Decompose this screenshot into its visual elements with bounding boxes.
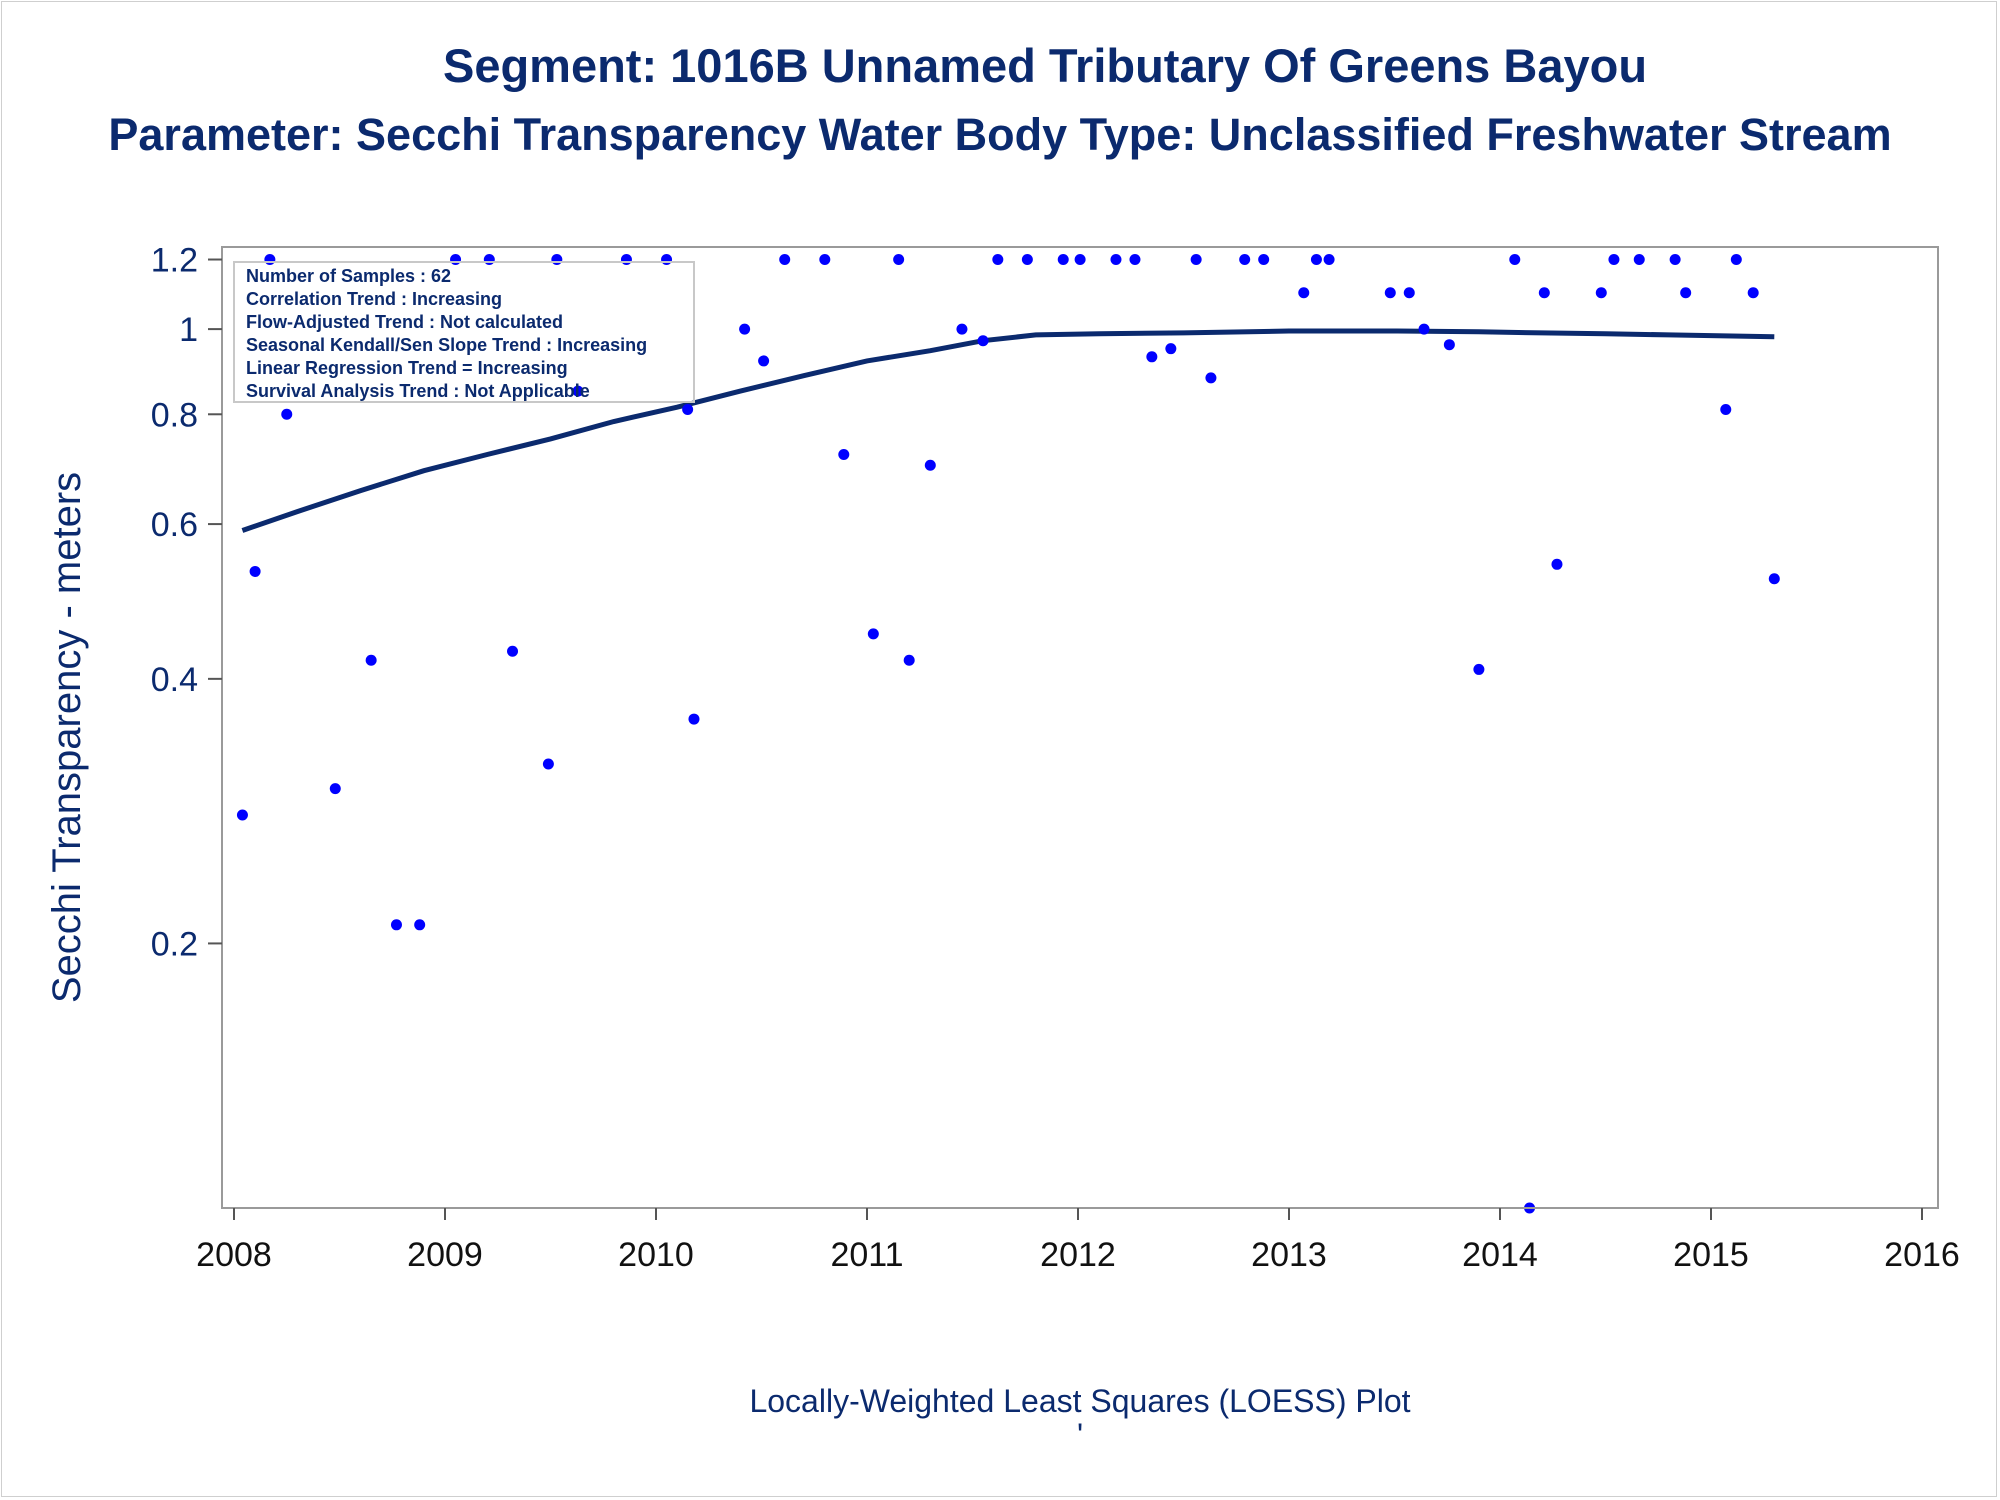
data-point bbox=[1190, 254, 1202, 266]
data-point bbox=[924, 459, 936, 471]
data-point bbox=[264, 254, 276, 266]
data-point bbox=[1129, 254, 1141, 266]
stats-line: Linear Regression Trend = Increasing bbox=[246, 358, 568, 378]
data-point bbox=[507, 645, 519, 657]
data-point bbox=[1730, 254, 1742, 266]
data-point bbox=[483, 254, 495, 266]
stats-line: Flow-Adjusted Trend : Not calculated bbox=[246, 312, 563, 332]
data-point bbox=[867, 628, 879, 640]
data-point bbox=[236, 809, 248, 821]
y-axis-title: Secchi Transparency - meters bbox=[45, 472, 89, 1003]
data-point bbox=[1074, 254, 1086, 266]
loess-line bbox=[241, 328, 1775, 533]
y-tick-label: 0.2 bbox=[151, 925, 198, 963]
data-point bbox=[819, 254, 831, 266]
data-point bbox=[1633, 254, 1645, 266]
data-point bbox=[390, 919, 402, 931]
stats-line: Correlation Trend : Increasing bbox=[246, 289, 502, 309]
y-tick-label: 0.4 bbox=[151, 661, 198, 699]
data-point bbox=[661, 254, 673, 266]
x-tick-label: 2013 bbox=[1251, 1236, 1327, 1274]
data-point bbox=[1747, 287, 1759, 299]
data-point bbox=[1239, 254, 1251, 266]
x-tick-label: 2010 bbox=[618, 1236, 694, 1274]
data-point bbox=[1768, 573, 1780, 585]
data-point bbox=[779, 254, 791, 266]
x-tick-label: 2012 bbox=[1040, 1236, 1116, 1274]
data-point bbox=[281, 408, 293, 420]
data-point bbox=[620, 254, 632, 266]
data-point bbox=[1538, 287, 1550, 299]
chart-title: Segment: 1016B Unnamed Tributary Of Gree… bbox=[442, 39, 1648, 92]
data-point bbox=[1669, 254, 1681, 266]
footnote: Locally-Weighted Least Squares (LOESS) P… bbox=[749, 1383, 1410, 1419]
data-point bbox=[682, 404, 694, 416]
y-tick-label: 0.6 bbox=[151, 506, 198, 544]
y-tick-label: 0.8 bbox=[151, 396, 198, 434]
data-point bbox=[1473, 663, 1485, 675]
data-point bbox=[1608, 254, 1620, 266]
data-point bbox=[1310, 254, 1322, 266]
data-point bbox=[977, 335, 989, 347]
stats-box bbox=[233, 261, 695, 403]
y-tick-label: 1 bbox=[179, 311, 198, 349]
data-point bbox=[903, 654, 915, 666]
data-point bbox=[551, 254, 563, 266]
data-point bbox=[1418, 323, 1430, 335]
data-point bbox=[992, 254, 1004, 266]
data-point bbox=[450, 254, 462, 266]
data-point bbox=[838, 448, 850, 460]
data-point bbox=[1403, 287, 1415, 299]
data-point bbox=[1551, 558, 1563, 570]
data-point bbox=[249, 565, 261, 577]
data-point bbox=[365, 654, 377, 666]
data-point bbox=[1384, 287, 1396, 299]
data-point bbox=[1057, 254, 1069, 266]
x-tick-label: 2016 bbox=[1884, 1236, 1960, 1274]
stats-line: Survival Analysis Trend : Not Applicable bbox=[246, 381, 590, 401]
data-point bbox=[893, 254, 905, 266]
data-point bbox=[1595, 287, 1607, 299]
data-point bbox=[1110, 254, 1122, 266]
data-point bbox=[688, 713, 700, 725]
data-point bbox=[739, 323, 751, 335]
data-point bbox=[1680, 287, 1692, 299]
x-tick-label: 2014 bbox=[1462, 1236, 1538, 1274]
data-point bbox=[956, 323, 968, 335]
stats-line: Seasonal Kendall/Sen Slope Trend : Incre… bbox=[246, 335, 647, 355]
data-point bbox=[542, 758, 554, 770]
data-point bbox=[758, 355, 770, 367]
x-tick-label: 2008 bbox=[196, 1236, 272, 1274]
x-tick-label: 2011 bbox=[830, 1236, 903, 1274]
chart-subtitle: Parameter: Secchi Transparency Water Bod… bbox=[108, 109, 1892, 160]
data-point bbox=[1443, 339, 1455, 351]
y-tick-label: 1.2 bbox=[151, 242, 198, 280]
data-point bbox=[414, 919, 426, 931]
footnote-mark: ' bbox=[1077, 1417, 1083, 1453]
stats-line: Number of Samples : 62 bbox=[246, 266, 451, 286]
x-tick-label: 2015 bbox=[1673, 1236, 1749, 1274]
plot-area bbox=[221, 246, 1939, 1209]
data-point bbox=[1720, 404, 1732, 416]
data-point bbox=[1021, 254, 1033, 266]
data-point bbox=[1205, 372, 1217, 384]
data-point bbox=[1298, 287, 1310, 299]
data-point bbox=[1509, 254, 1521, 266]
data-point bbox=[572, 385, 584, 397]
data-point bbox=[1146, 351, 1158, 363]
data-point bbox=[1258, 254, 1270, 266]
data-point bbox=[1165, 343, 1177, 355]
data-point bbox=[1323, 254, 1335, 266]
x-tick-label: 2009 bbox=[407, 1236, 483, 1274]
data-point bbox=[329, 783, 341, 795]
